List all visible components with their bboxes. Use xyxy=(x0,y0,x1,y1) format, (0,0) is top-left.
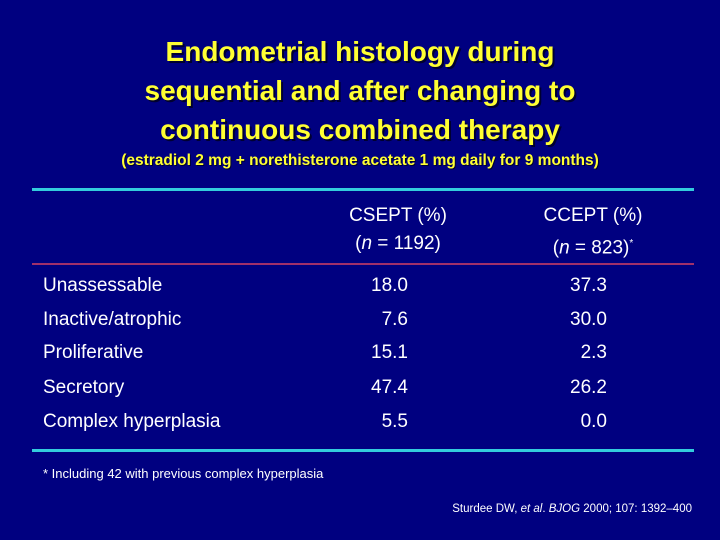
title-line-1: Endometrial histology during xyxy=(165,36,555,67)
ccept-value-unassessable: 37.3 xyxy=(570,275,607,296)
slide-subtitle: (estradiol 2 mg + norethisterone acetate… xyxy=(121,152,599,169)
header-divider xyxy=(32,263,694,265)
column-header-ccept-label: CCEPT (%) xyxy=(543,205,643,226)
csept-value-unassessable: 18.0 xyxy=(371,275,408,296)
citation: Sturdee DW, et al. BJOG 2000; 107: 1392–… xyxy=(452,503,692,515)
row-label-proliferative: Proliferative xyxy=(43,342,144,363)
column-header-csept-label: CSEPT (%) xyxy=(349,205,447,226)
slide-title: Endometrial histology during sequential … xyxy=(0,32,720,149)
column-header-csept-n: (n = 1192) xyxy=(355,233,441,254)
top-divider xyxy=(32,188,694,191)
csept-value-secretory: 47.4 xyxy=(371,377,408,398)
row-label-inactive-atrophic: Inactive/atrophic xyxy=(43,309,182,330)
bottom-divider xyxy=(32,449,694,452)
title-line-2: sequential and after changing to xyxy=(144,75,576,106)
row-label-secretory: Secretory xyxy=(43,377,125,398)
footnote-marker: * xyxy=(629,238,634,249)
ccept-value-inactive-atrophic: 30.0 xyxy=(570,309,607,330)
ccept-value-proliferative: 2.3 xyxy=(580,342,607,363)
column-header-ccept-n: (n = 823)* xyxy=(552,237,634,259)
row-label-complex-hyperplasia: Complex hyperplasia xyxy=(43,411,221,432)
csept-value-inactive-atrophic: 7.6 xyxy=(381,309,408,330)
column-header-csept: CSEPT (%) (n = 1192) xyxy=(308,202,488,258)
csept-value-proliferative: 15.1 xyxy=(371,342,408,363)
title-line-3: continuous combined therapy xyxy=(160,114,560,145)
ccept-value-complex-hyperplasia: 0.0 xyxy=(580,411,607,432)
column-header-ccept: CCEPT (%) (n = 823)* xyxy=(503,202,683,262)
ccept-value-secretory: 26.2 xyxy=(570,377,607,398)
row-label-unassessable: Unassessable xyxy=(43,275,163,296)
footnote: * Including 42 with previous complex hyp… xyxy=(43,466,324,481)
csept-value-complex-hyperplasia: 5.5 xyxy=(381,411,408,432)
